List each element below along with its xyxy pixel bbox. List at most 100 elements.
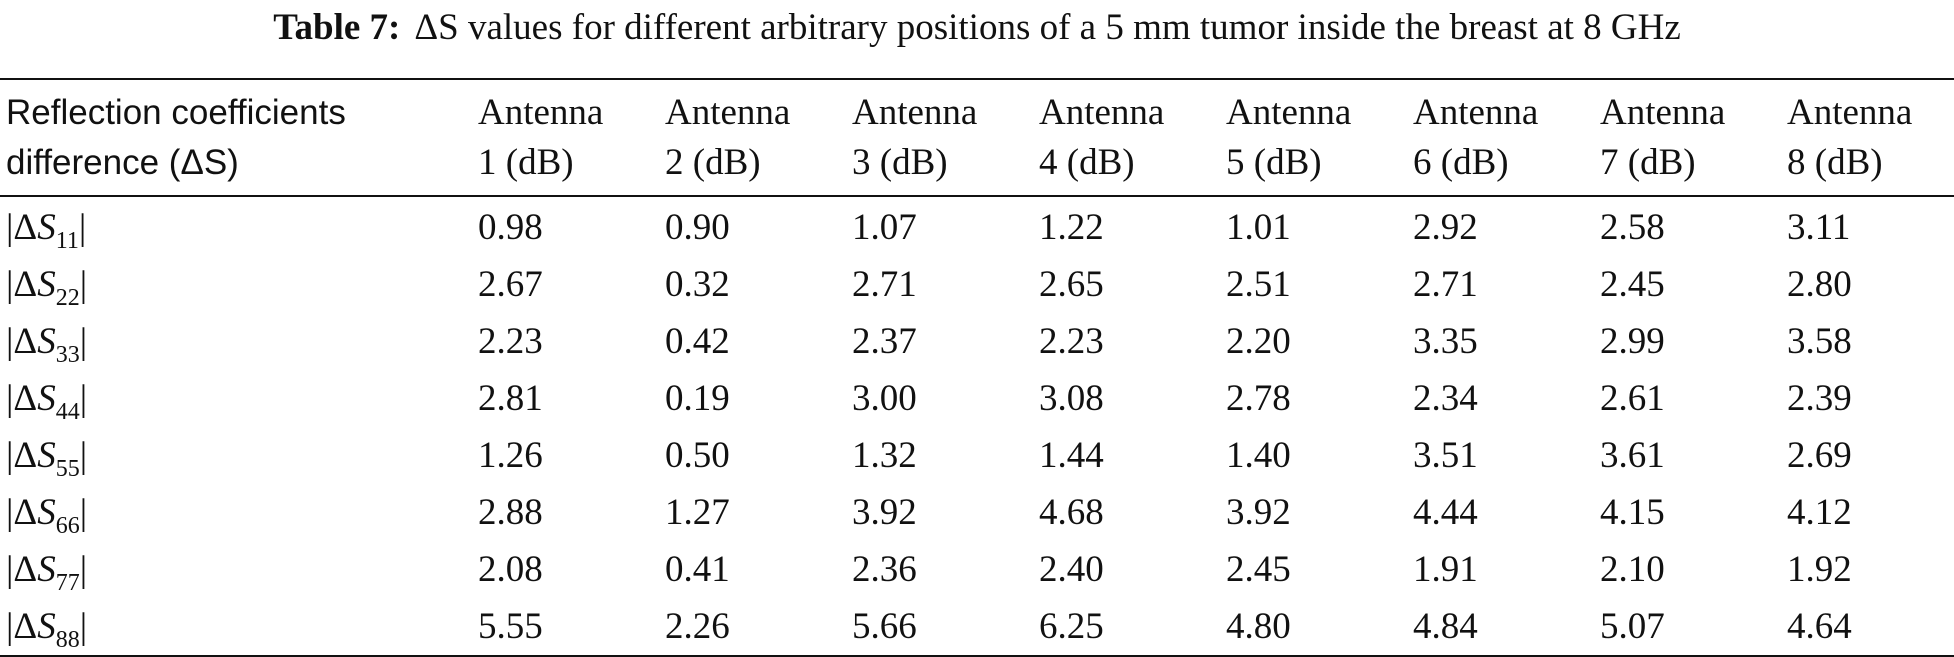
table-row: |ΔS66| 2.88 1.27 3.92 4.68 3.92 4.44 4.15 4.12: [0, 484, 1954, 541]
row-label-suffix: |: [78, 207, 87, 248]
column-header-antenna-8: Antenna 8 (dB): [1781, 79, 1954, 197]
value-cell-antenna-4: 3.08: [1039, 378, 1104, 419]
row-label-suffix: |: [79, 606, 88, 647]
value-cell-antenna-1: 2.88: [478, 492, 543, 533]
value-cell-antenna-1: 0.98: [478, 207, 543, 248]
value-cell-antenna-2: 0.41: [665, 549, 730, 590]
column-header-antenna-5: Antenna 5 (dB): [1220, 79, 1407, 197]
value-cell-antenna-1: 2.23: [478, 321, 543, 362]
column-header-antenna-3: Antenna 3 (dB): [846, 79, 1033, 197]
row-label-prefix: |Δ: [6, 207, 38, 248]
value-cell-antenna-3: 1.07: [852, 207, 917, 248]
value-cell-antenna-2: 0.50: [665, 435, 730, 476]
column-header-line1: Antenna: [665, 92, 791, 133]
value-cell-antenna-3: 1.32: [852, 435, 917, 476]
value-cell-antenna-7: 5.07: [1600, 606, 1665, 647]
column-header-line1: Antenna: [852, 92, 978, 133]
row-label-suffix: |: [79, 492, 88, 533]
value-cell-antenna-2: 2.26: [665, 606, 730, 647]
value-cell-antenna-8: 1.92: [1787, 549, 1852, 590]
table-row: |ΔS11| 0.98 0.90 1.07 1.22 1.01 2.92 2.58 3.11: [0, 196, 1954, 256]
row-label-symbol: S: [37, 264, 56, 305]
row-label-cell: |ΔS66|: [0, 484, 472, 541]
row-label-subscript: 88: [55, 627, 80, 653]
column-header-antenna-4: Antenna 4 (dB): [1033, 79, 1220, 197]
value-cell-antenna-8: 2.69: [1787, 435, 1852, 476]
row-label-subscript: 22: [55, 285, 80, 311]
row-label-cell: |ΔS55|: [0, 427, 472, 484]
value-cell-antenna-3: 2.37: [852, 321, 917, 362]
value-cell-antenna-3: 3.92: [852, 492, 917, 533]
column-header-line1: Antenna: [1413, 92, 1539, 133]
value-cell-antenna-4: 1.44: [1039, 435, 1104, 476]
value-cell-antenna-7: 2.99: [1600, 321, 1665, 362]
row-label-suffix: |: [79, 321, 88, 362]
row-label-suffix: |: [79, 264, 88, 305]
row-label-subscript: 11: [55, 228, 79, 254]
column-header-antenna-6: Antenna 6 (dB): [1407, 79, 1594, 197]
row-label-symbol: S: [37, 606, 56, 647]
value-cell-antenna-4: 2.40: [1039, 549, 1104, 590]
table-title: ΔS values for different arbitrary positi…: [414, 7, 1681, 48]
row-label-cell: |ΔS44|: [0, 370, 472, 427]
row-label-subscript: 33: [55, 342, 80, 368]
value-cell-antenna-7: 2.58: [1600, 207, 1665, 248]
value-cell-antenna-8: 2.39: [1787, 378, 1852, 419]
value-cell-antenna-1: 1.26: [478, 435, 543, 476]
value-cell-antenna-2: 1.27: [665, 492, 730, 533]
value-cell-antenna-4: 2.65: [1039, 264, 1104, 305]
value-cell-antenna-1: 5.55: [478, 606, 543, 647]
row-label-symbol: S: [37, 549, 56, 590]
value-cell-antenna-3: 2.71: [852, 264, 917, 305]
value-cell-antenna-5: 3.92: [1226, 492, 1291, 533]
row-label-symbol: S: [37, 207, 56, 248]
row-label-symbol: S: [37, 435, 56, 476]
row-label-subscript: 66: [55, 513, 80, 539]
column-header-line1: Antenna: [1039, 92, 1165, 133]
value-cell-antenna-6: 4.44: [1413, 492, 1478, 533]
value-cell-antenna-5: 2.20: [1226, 321, 1291, 362]
row-label-subscript: 77: [55, 570, 80, 596]
row-label-cell: |ΔS22|: [0, 256, 472, 313]
column-header-antenna-7: Antenna 7 (dB): [1594, 79, 1781, 197]
table-row: |ΔS44| 2.81 0.19 3.00 3.08 2.78 2.34 2.61 2.39: [0, 370, 1954, 427]
value-cell-antenna-3: 5.66: [852, 606, 917, 647]
table-row: |ΔS55| 1.26 0.50 1.32 1.44 1.40 3.51 3.61 2.69: [0, 427, 1954, 484]
column-header-line2: 3 (dB): [852, 142, 948, 183]
row-label-symbol: S: [37, 378, 56, 419]
row-label-symbol: S: [37, 321, 56, 362]
value-cell-antenna-7: 2.45: [1600, 264, 1665, 305]
value-cell-antenna-1: 2.67: [478, 264, 543, 305]
value-cell-antenna-6: 2.34: [1413, 378, 1478, 419]
column-header-antenna-1: Antenna 1 (dB): [472, 79, 659, 197]
row-label-cell: |ΔS88|: [0, 598, 472, 656]
column-header-line2: 6 (dB): [1413, 142, 1509, 183]
value-cell-antenna-2: 0.42: [665, 321, 730, 362]
row-label-prefix: |Δ: [6, 606, 38, 647]
table-row: |ΔS77| 2.08 0.41 2.36 2.40 2.45 1.91 2.10 1.92: [0, 541, 1954, 598]
value-cell-antenna-3: 2.36: [852, 549, 917, 590]
row-label-prefix: |Δ: [6, 378, 38, 419]
column-header-line2: 7 (dB): [1600, 142, 1696, 183]
column-header-line2: 2 (dB): [665, 142, 761, 183]
value-cell-antenna-5: 1.01: [1226, 207, 1291, 248]
value-cell-antenna-5: 4.80: [1226, 606, 1291, 647]
row-label-prefix: |Δ: [6, 492, 38, 533]
value-cell-antenna-7: 4.15: [1600, 492, 1665, 533]
value-cell-antenna-5: 1.40: [1226, 435, 1291, 476]
column-header-line1: Antenna: [1600, 92, 1726, 133]
value-cell-antenna-6: 2.71: [1413, 264, 1478, 305]
table-caption: Table 7: ΔS values for different arbitrar…: [0, 2, 1954, 54]
row-label-prefix: |Δ: [6, 435, 38, 476]
value-cell-antenna-7: 2.61: [1600, 378, 1665, 419]
value-cell-antenna-2: 0.90: [665, 207, 730, 248]
column-header-line2: 4 (dB): [1039, 142, 1135, 183]
value-cell-antenna-5: 2.78: [1226, 378, 1291, 419]
row-label-cell: |ΔS77|: [0, 541, 472, 598]
value-cell-antenna-6: 2.92: [1413, 207, 1478, 248]
row-label-suffix: |: [79, 435, 88, 476]
table-row: |ΔS33| 2.23 0.42 2.37 2.23 2.20 3.35 2.99 3.58: [0, 313, 1954, 370]
column-header-line2: 1 (dB): [478, 142, 574, 183]
row-header-cell: Reflection coefficients difference (ΔS): [0, 79, 472, 197]
column-header-line1: Antenna: [1787, 92, 1913, 133]
